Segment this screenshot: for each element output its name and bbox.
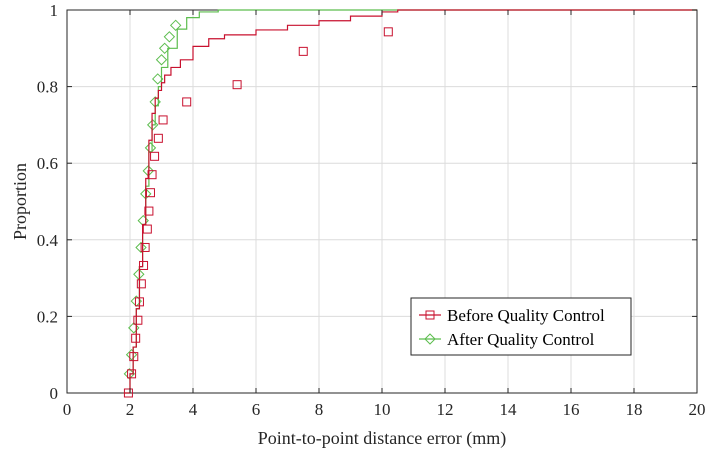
data-point-after [146, 119, 159, 131]
data-point-before [232, 80, 242, 90]
data-point-before [298, 46, 308, 56]
series-layer [123, 9, 697, 398]
data-point-after [128, 322, 140, 334]
legend-diamond-marker-icon [424, 333, 436, 345]
tick-layer: 0 2 4 6 8 10 12 14 16 18 20 0 0.2 0.4 0.6 0.8 1 [37, 1, 706, 419]
y-tick-label: 0.4 [37, 231, 59, 250]
data-point-after [135, 241, 147, 254]
data-point-before [383, 27, 393, 37]
legend-item-before: Before Quality Control [419, 306, 605, 325]
data-point-before [139, 260, 149, 270]
legend-label-after: After Quality Control [447, 330, 595, 349]
data-point-after [133, 268, 145, 280]
data-point-after [155, 54, 168, 66]
x-tick-label: 16 [563, 400, 580, 419]
data-point-before [127, 369, 137, 379]
data-point-before [134, 297, 144, 307]
y-tick-label: 0.2 [37, 307, 58, 326]
data-point-after [158, 42, 171, 55]
legend-item-after: After Quality Control [419, 330, 595, 349]
legend-label-before: Before Quality Control [447, 306, 605, 325]
data-point-before [131, 333, 141, 343]
x-tick-label: 18 [626, 400, 643, 419]
series-before-quality-control [123, 9, 697, 398]
x-tick-label: 14 [500, 400, 518, 419]
x-tick-label: 20 [689, 400, 706, 419]
x-axis-label: Point-to-point distance error (mm) [258, 428, 506, 449]
legend: Before Quality Control After Quality Con… [410, 297, 632, 356]
y-tick-label: 0.8 [37, 78, 58, 97]
data-point-after [163, 31, 176, 43]
data-point-before [153, 133, 163, 143]
x-tick-label: 2 [126, 400, 135, 419]
x-tick-label: 12 [437, 400, 454, 419]
y-tick-label: 1 [50, 1, 59, 20]
data-point-before [147, 170, 157, 180]
data-point-before [123, 388, 133, 398]
data-point-before [133, 315, 143, 325]
legend-square-marker-icon [425, 310, 435, 320]
data-point-before [158, 115, 168, 125]
data-point-before [142, 224, 152, 234]
data-point-before [144, 206, 154, 216]
y-axis-label: Proportion [10, 163, 30, 240]
data-point-before [129, 352, 139, 362]
x-tick-label: 0 [63, 400, 72, 419]
x-tick-label: 8 [315, 400, 324, 419]
y-tick-label: 0.6 [37, 154, 58, 173]
data-point-before [182, 97, 192, 107]
data-point-before [136, 279, 146, 289]
data-point-before [145, 188, 155, 198]
data-point-after [152, 73, 164, 85]
x-tick-label: 10 [374, 400, 391, 419]
data-point-after [125, 348, 138, 361]
y-tick-label: 0 [50, 384, 59, 403]
legend-box [410, 297, 632, 356]
x-tick-label: 4 [189, 400, 198, 419]
data-point-after [169, 19, 182, 32]
data-point-before [150, 151, 160, 161]
data-point-before [140, 242, 150, 252]
x-tick-label: 6 [252, 400, 261, 419]
